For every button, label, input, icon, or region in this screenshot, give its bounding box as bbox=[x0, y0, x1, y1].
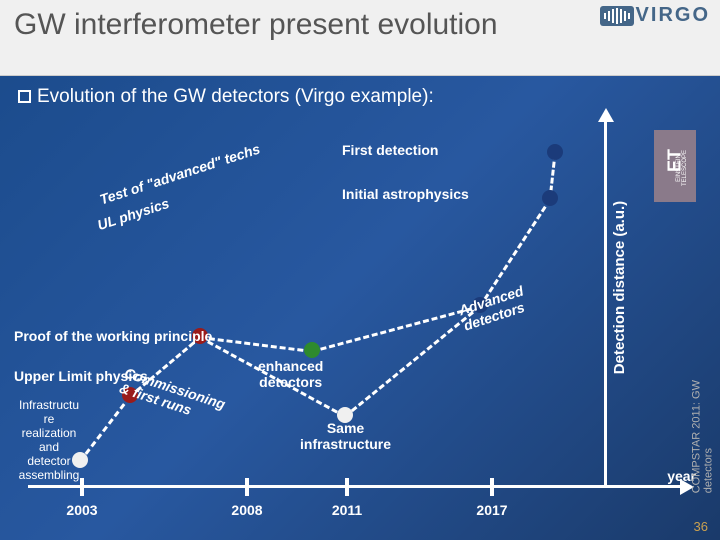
virgo-logo: VIRGO bbox=[600, 4, 710, 27]
node-first bbox=[547, 144, 563, 160]
label-infra: Infrastructurerealizationanddetectorasse… bbox=[10, 398, 88, 482]
et-badge-small: EINSTEINTELESCOPE bbox=[676, 150, 688, 186]
label-same: Sameinfrastructure bbox=[300, 420, 391, 452]
x-tick-label: 2003 bbox=[66, 502, 97, 518]
label-first: First detection bbox=[342, 142, 438, 158]
et-badge: ET EINSTEINTELESCOPE bbox=[654, 130, 696, 202]
x-tick-label: 2011 bbox=[332, 502, 362, 518]
node-enhanced bbox=[304, 342, 320, 358]
path-segment bbox=[312, 305, 481, 353]
x-axis bbox=[28, 485, 686, 488]
bullet-icon bbox=[18, 90, 31, 103]
label-enh: enhanceddetectors bbox=[258, 358, 323, 390]
y-axis-label: Detection distance (a.u.) bbox=[611, 201, 628, 374]
side-text: COMPSTAR 2011: GWdetectors bbox=[690, 380, 714, 493]
label-proof: Proof of the working principle bbox=[14, 328, 212, 344]
x-tick bbox=[345, 478, 349, 496]
x-tick-label: 2008 bbox=[231, 502, 262, 518]
x-tick bbox=[490, 478, 494, 496]
label-adv: Advanceddetectors bbox=[457, 282, 531, 333]
node-initial bbox=[542, 190, 558, 206]
label-comm: Commissioning& first runs bbox=[118, 365, 228, 428]
subtitle-text: Evolution of the GW detectors (Virgo exa… bbox=[37, 86, 434, 107]
x-tick-label: 2017 bbox=[476, 502, 507, 518]
slide: GW interferometer present evolution VIRG… bbox=[0, 0, 720, 540]
subtitle: Evolution of the GW detectors (Virgo exa… bbox=[0, 76, 720, 108]
diagram-area: year Detection distance (a.u.) 200320082… bbox=[10, 120, 646, 518]
logo-text: VIRGO bbox=[636, 4, 710, 27]
slide-number: 36 bbox=[694, 519, 708, 534]
y-axis bbox=[604, 116, 607, 488]
header: GW interferometer present evolution VIRG… bbox=[0, 0, 720, 76]
logo-icon bbox=[600, 6, 634, 26]
x-tick bbox=[245, 478, 249, 496]
label-initial: Initial astrophysics bbox=[342, 186, 469, 202]
label-test: Test of "advanced" techs bbox=[98, 140, 262, 207]
